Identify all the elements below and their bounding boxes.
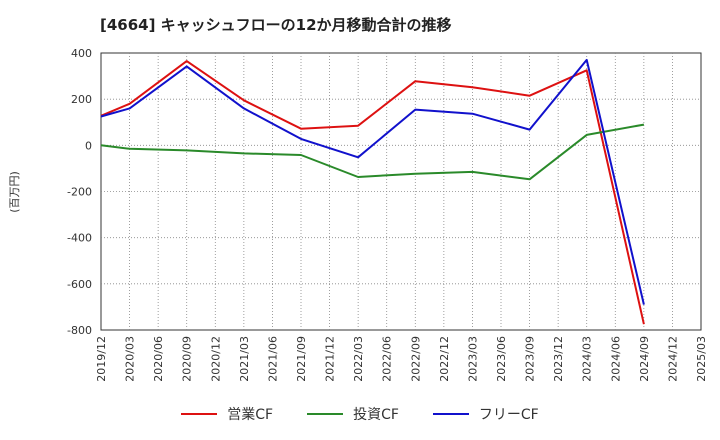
x-tick-label: 2023/09 [524, 336, 537, 382]
y-tick-label: -800 [67, 324, 92, 337]
legend-label: フリーCF [478, 407, 539, 423]
x-tick-label: 2022/09 [409, 336, 422, 382]
x-tick-label: 2023/03 [466, 336, 479, 382]
series-line-1 [100, 60, 645, 325]
x-tick-label: 2022/06 [381, 336, 394, 382]
x-tick-label: 2024/12 [666, 336, 679, 382]
legend-item: フリーCF [432, 404, 539, 424]
x-tick-label: 2021/03 [238, 336, 251, 382]
y-tick-label: -200 [67, 186, 92, 199]
legend-swatch [307, 413, 344, 415]
x-tick-label: 2024/09 [638, 336, 651, 382]
x-tick-label: 2021/06 [266, 336, 279, 382]
legend: 営業CF 投資CF フリーCF [0, 404, 720, 424]
x-tick-label: 2021/09 [295, 336, 308, 382]
legend-label: 投資CF [353, 407, 399, 423]
x-tick-label: 2022/12 [438, 336, 451, 382]
y-tick-label: 0 [85, 139, 92, 152]
legend-label: 営業CF [227, 407, 274, 423]
x-tick-label: 2020/09 [181, 336, 194, 382]
x-tick-label: 2025/03 [695, 336, 708, 382]
x-tick-label: 2019/12 [95, 336, 108, 382]
x-tick-label: 2020/12 [209, 336, 222, 382]
legend-item: 営業CF [181, 404, 273, 424]
x-tick-label: 2020/03 [124, 336, 137, 382]
y-tick-label: -600 [67, 278, 92, 291]
y-axis-label: (百万円) [8, 171, 21, 213]
x-tick-label: 2022/03 [352, 336, 365, 382]
series-line-2 [100, 123, 645, 181]
x-tick-label: 2023/06 [495, 336, 508, 382]
legend-swatch [432, 413, 469, 415]
y-tick-label: 400 [71, 47, 92, 60]
x-tick-label: 2024/06 [609, 336, 622, 382]
y-tick-label: -400 [67, 232, 92, 245]
series-line-3 [100, 58, 645, 305]
x-tick-label: 2024/03 [581, 336, 594, 382]
legend-item: 投資CF [307, 404, 399, 424]
x-tick-label: 2021/12 [324, 336, 337, 382]
legend-swatch [181, 413, 218, 415]
x-tick-label: 2020/06 [152, 336, 165, 382]
x-tick-label: 2023/12 [552, 336, 565, 382]
chart-title: [4664] キャッシュフローの12か月移動合計の推移 [100, 16, 452, 34]
y-tick-label: 200 [71, 93, 92, 106]
